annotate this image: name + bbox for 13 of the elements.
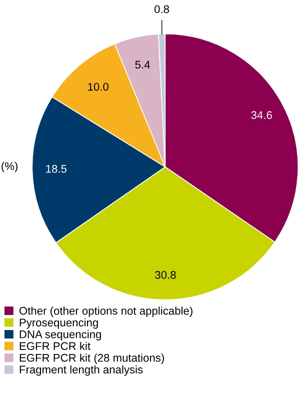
legend-label: Fragment length analysis — [20, 365, 143, 376]
legend-label: DNA sequencing — [20, 330, 101, 340]
data-label: 30.8 — [155, 271, 176, 279]
data-label: 10.0 — [88, 82, 108, 91]
data-label: 34.6 — [251, 111, 272, 120]
legend-label: EGFR PCR kit — [20, 342, 90, 350]
legend-label: EGFR PCR kit (28 mutations) — [20, 354, 164, 364]
data-label: 0.8 — [154, 5, 170, 14]
data-label: 18.5 — [46, 164, 66, 173]
legend-label: Other (other options not applicable) — [19, 306, 192, 317]
text: (%) — [2, 162, 18, 172]
legend-label: Pyrosequencing — [20, 318, 98, 329]
data-label: 5.4 — [135, 60, 150, 69]
